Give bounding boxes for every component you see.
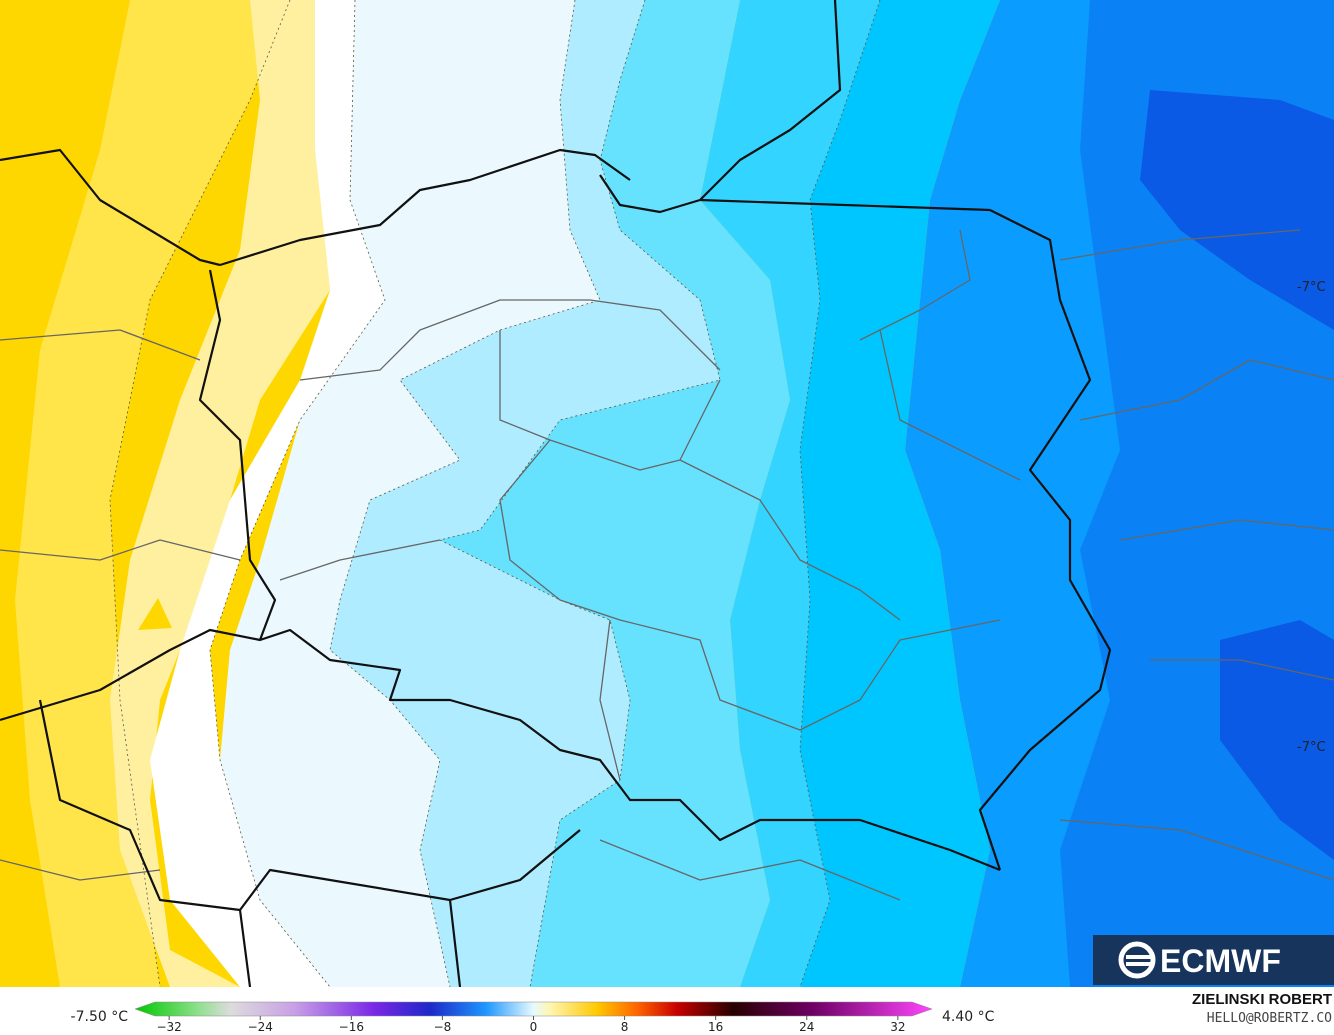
logo-text: ECMWF (1160, 943, 1281, 979)
temp-band (330, 0, 720, 987)
colorbar-tick-label: −16 (339, 1020, 364, 1034)
map-label: -7°C (1297, 280, 1326, 295)
temp-band (138, 598, 172, 630)
logo-icon (1118, 941, 1156, 979)
colorbar-max-label: 4.40 °C (942, 1009, 995, 1025)
map-label: -7°C (1297, 740, 1326, 755)
temp-band (700, 0, 880, 987)
contact: HELLO@ROBERTZ.CO (1207, 1011, 1332, 1026)
temp-band (440, 0, 790, 987)
colorbar (134, 1001, 933, 1017)
colorbar-tick-label: 16 (708, 1020, 723, 1034)
logo-icon (1126, 955, 1152, 959)
colorbar-tick-label: 32 (890, 1020, 905, 1034)
temp-band (15, 0, 290, 987)
author: ZIELINSKI ROBERT (1192, 991, 1332, 1008)
temp-band (1220, 620, 1334, 860)
colorbar-tick-label: −8 (434, 1020, 452, 1034)
isotherm (329, 0, 601, 987)
temp-band (1140, 90, 1334, 330)
country-border (0, 0, 1112, 987)
colorbar-tick-label: −24 (248, 1020, 273, 1034)
colorbar-tick-label: 24 (799, 1020, 814, 1034)
colorbar-ticks: −32 −24 −16 −8 0 8 16 24 32 (156, 1016, 905, 1034)
logo-icon (1126, 962, 1152, 966)
temp-band (800, 0, 1000, 987)
temp-band (150, 0, 385, 987)
colorbar-tick-label: −32 (156, 1020, 181, 1034)
colorbar-tick-label: 0 (530, 1020, 538, 1034)
colorbar-tick-label: 8 (621, 1020, 629, 1034)
temp-band (220, 0, 600, 987)
isotherm (799, 0, 881, 987)
region-border (0, 229, 1334, 901)
map (0, 0, 1334, 987)
logo: ECMWF (1093, 935, 1334, 985)
colorbar-min-label: -7.50 °C (71, 1009, 129, 1025)
